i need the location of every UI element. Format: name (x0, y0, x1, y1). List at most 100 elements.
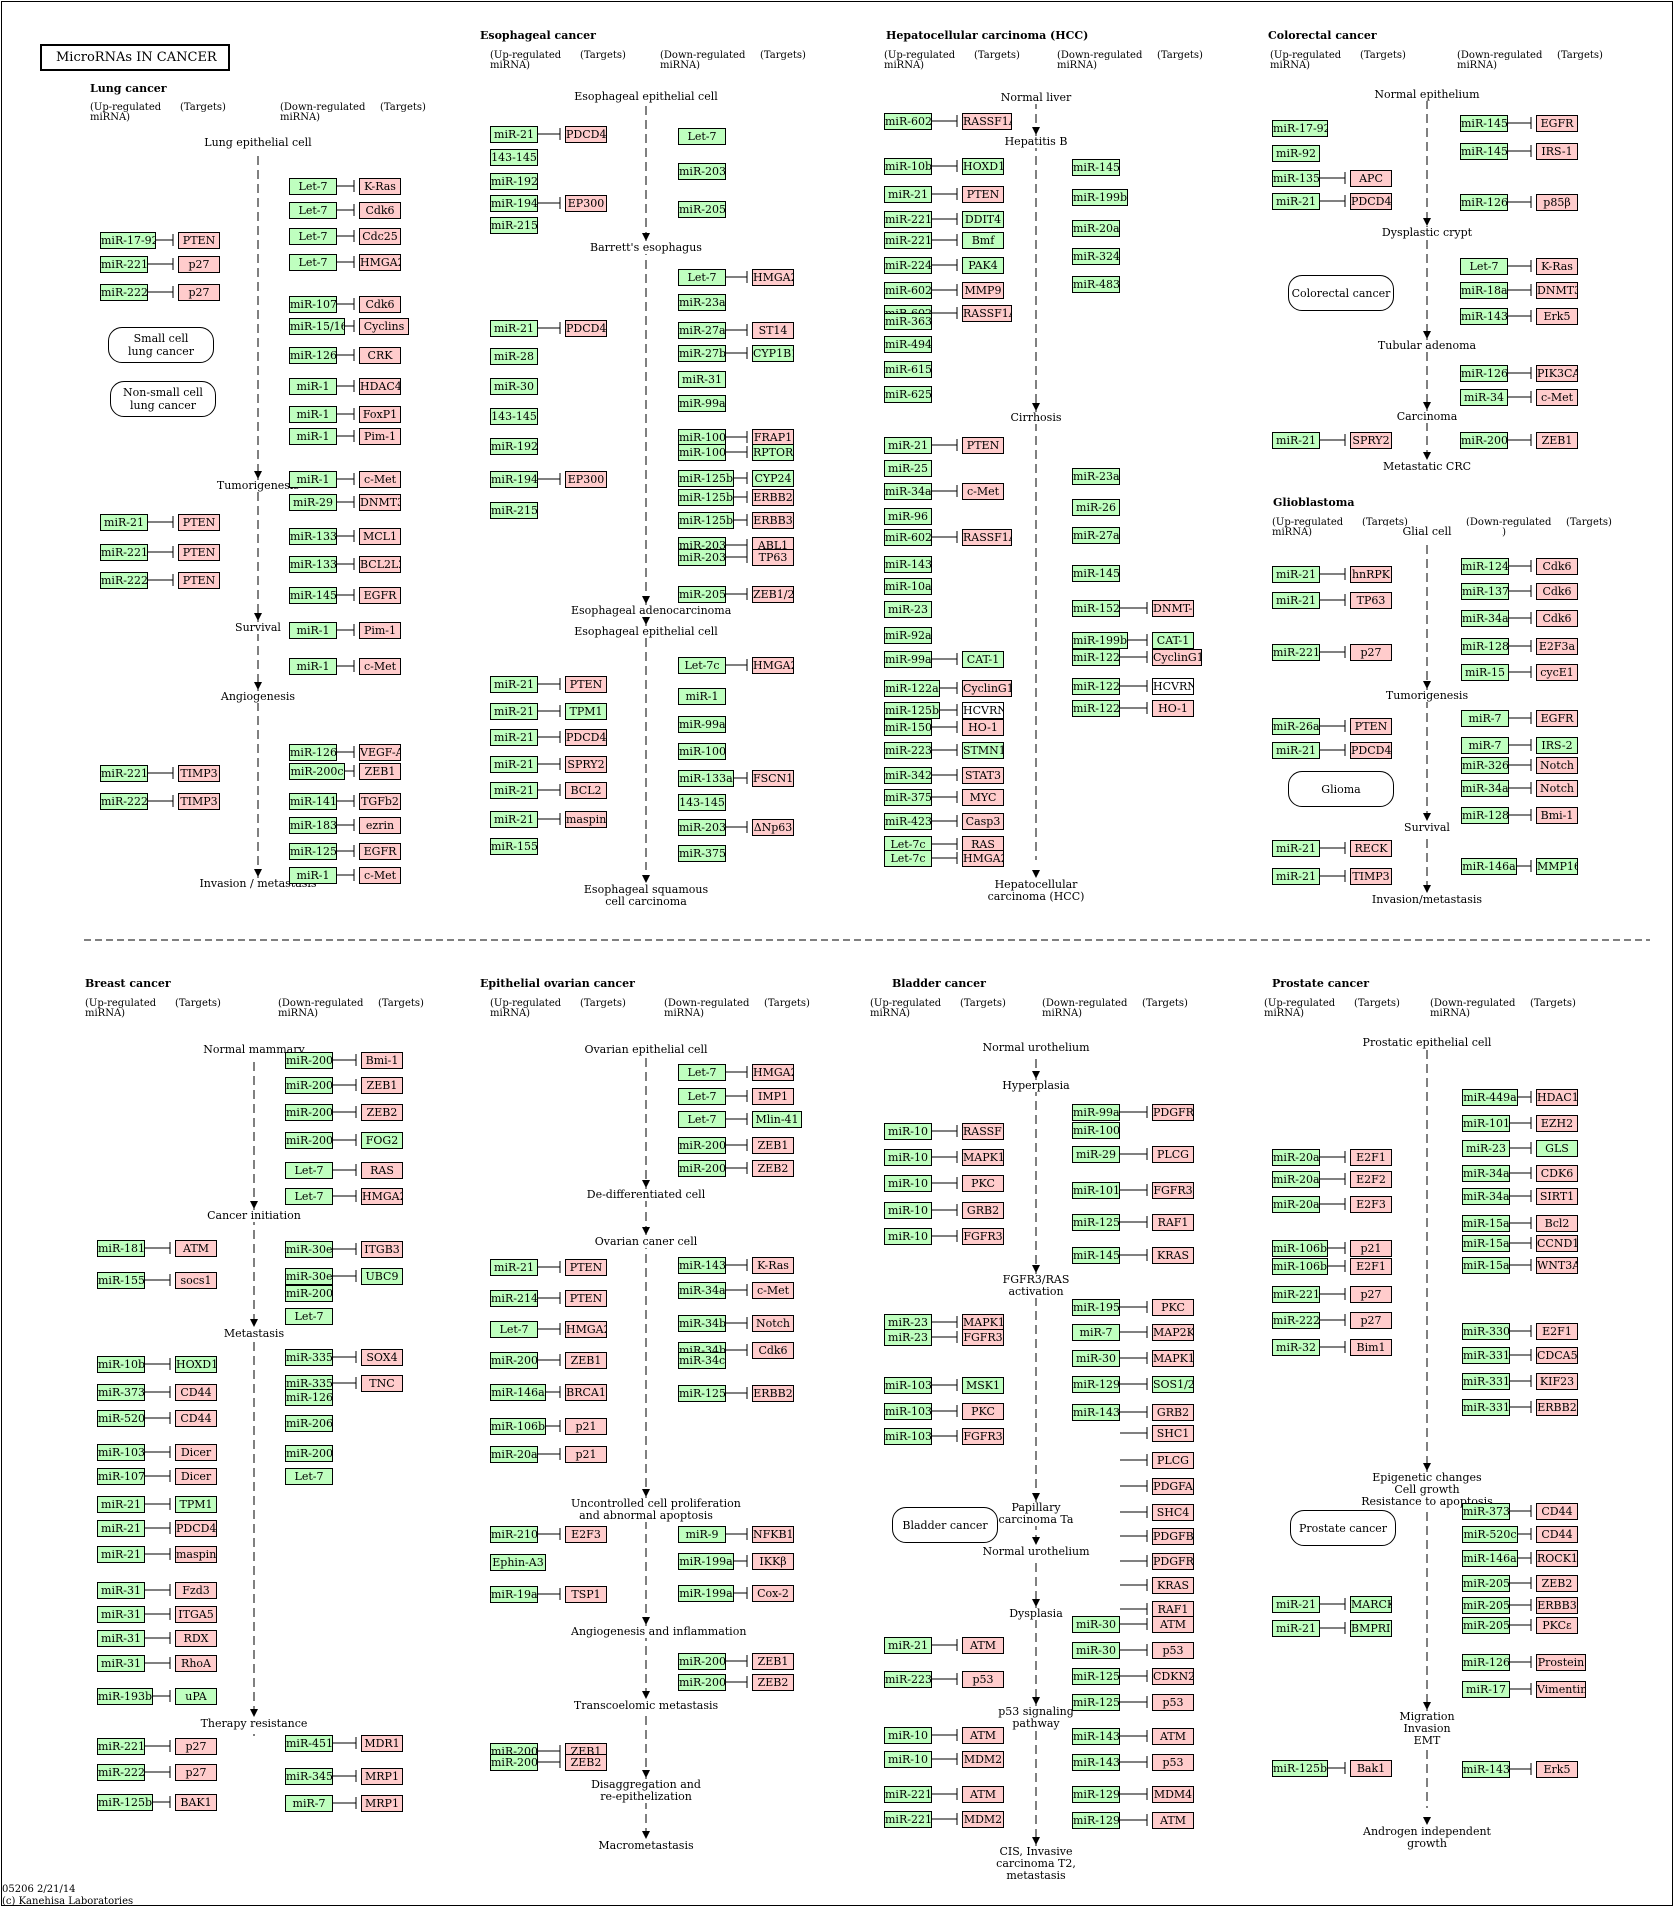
target-node-lung-down-14[interactable]: EGFR (359, 587, 401, 604)
target-node-hcc-up-27[interactable]: MYC (962, 789, 1004, 806)
target-node-bladder-down-12[interactable]: PLCG (1152, 1452, 1194, 1469)
target-node-bladder-up-15[interactable]: MDM2 (962, 1811, 1004, 1828)
mirna-node-hcc-down-9[interactable]: miR-152 (1072, 600, 1120, 617)
mirna-node-hcc-up-8[interactable]: miR-363 (884, 313, 932, 330)
target-node-lung-up-7[interactable]: TIMP3 (178, 793, 220, 810)
mirna-node-esophageal-up-7[interactable]: miR-30 (490, 378, 538, 395)
target-node-bladder-up-4[interactable]: FGFR3 (962, 1228, 1004, 1245)
mirna-node-prostate-down-19[interactable]: miR-17 (1462, 1681, 1510, 1698)
mirna-node-prostate-down-8[interactable]: miR-330 (1462, 1323, 1510, 1340)
target-node-breast-down-6[interactable]: ITGB3 (361, 1241, 403, 1258)
mirna-node-prostate-down-13[interactable]: miR-520c (1462, 1526, 1518, 1543)
target-node-bladder-down-25[interactable]: MDM4 (1152, 1786, 1194, 1803)
target-node-ovarian-down-14[interactable]: ZEB1 (752, 1653, 794, 1670)
target-node-lung-up-3[interactable]: PTEN (178, 514, 220, 531)
target-node-prostate-down-8[interactable]: E2F1 (1536, 1323, 1578, 1340)
target-node-esophageal-down-12[interactable]: ERBB2 (752, 489, 794, 506)
target-node-esophageal-up-15[interactable]: SPRY2 (565, 756, 607, 773)
target-node-ovarian-up-11[interactable]: ZEB2 (565, 1754, 607, 1771)
mirna-node-glioblastoma-down-9[interactable]: miR-128 (1461, 807, 1509, 824)
mirna-node-ovarian-down-14[interactable]: miR-200 (678, 1653, 726, 1670)
mirna-node-glioblastoma-up-6[interactable]: miR-21 (1272, 868, 1320, 885)
target-node-colorectal-up-4[interactable]: SPRY2 (1350, 432, 1392, 449)
target-node-bladder-down-18[interactable]: RAF1 (1152, 1601, 1194, 1618)
mirna-node-hcc-up-13[interactable]: miR-25 (884, 460, 932, 477)
mirna-node-prostate-up-5[interactable]: miR-221 (1272, 1286, 1320, 1303)
target-node-hcc-up-26[interactable]: STAT3 (962, 767, 1004, 784)
mirna-node-hcc-down-1[interactable]: miR-199b (1072, 189, 1128, 206)
target-node-colorectal-up-3[interactable]: PDCD4 (1350, 193, 1392, 210)
mirna-node-breast-down-8[interactable]: miR-200 (285, 1285, 333, 1302)
mirna-node-hcc-up-22[interactable]: miR-122a (884, 680, 940, 697)
mirna-node-esophageal-up-8[interactable]: 143-145 (490, 408, 538, 425)
target-node-prostate-up-9[interactable]: BMPRII (1350, 1620, 1392, 1637)
mirna-node-esophageal-up-12[interactable]: miR-21 (490, 676, 538, 693)
mirna-node-hcc-up-19[interactable]: miR-23 (884, 601, 932, 618)
target-node-glioblastoma-up-6[interactable]: TIMP3 (1350, 868, 1392, 885)
disease-oval-glioblastoma-0[interactable]: Glioma (1288, 771, 1394, 807)
mirna-node-ovarian-down-15[interactable]: miR-200 (678, 1674, 726, 1691)
target-node-lung-down-13[interactable]: BCL2L2 (359, 556, 401, 573)
target-node-colorectal-down-6[interactable]: PIK3CA (1536, 365, 1578, 382)
target-node-glioblastoma-down-4[interactable]: cycE1 (1536, 664, 1578, 681)
mirna-node-lung-down-12[interactable]: miR-133 (289, 528, 337, 545)
mirna-node-breast-down-3[interactable]: miR-200 (285, 1132, 333, 1149)
mirna-node-esophageal-down-11[interactable]: miR-125b (678, 470, 734, 487)
mirna-node-colorectal-up-0[interactable]: miR-17-92 (1272, 120, 1328, 137)
target-node-esophageal-down-10[interactable]: RPTOR (752, 444, 794, 461)
target-node-breast-up-10[interactable]: Fzd3 (175, 1582, 217, 1599)
mirna-node-lung-down-4[interactable]: miR-107 (289, 296, 337, 313)
target-node-ovarian-down-15[interactable]: ZEB2 (752, 1674, 794, 1691)
mirna-node-esophageal-up-13[interactable]: miR-21 (490, 703, 538, 720)
mirna-node-prostate-up-4[interactable]: miR-106b (1272, 1258, 1328, 1275)
mirna-node-hcc-up-1[interactable]: miR-10b (884, 158, 932, 175)
target-node-lung-down-5[interactable]: Cyclins (359, 318, 409, 335)
mirna-node-colorectal-down-5[interactable]: miR-143 (1460, 308, 1508, 325)
mirna-node-breast-up-1[interactable]: miR-155 (97, 1272, 145, 1289)
mirna-node-hcc-up-9[interactable]: miR-494 (884, 336, 932, 353)
target-node-bladder-down-14[interactable]: SHC4 (1152, 1504, 1194, 1521)
target-node-breast-up-12[interactable]: RDX (175, 1630, 217, 1647)
target-node-bladder-up-12[interactable]: ATM (962, 1727, 1004, 1744)
mirna-node-hcc-up-4[interactable]: miR-221 (884, 232, 932, 249)
target-node-breast-up-17[interactable]: BAK1 (175, 1794, 217, 1811)
target-node-bladder-up-9[interactable]: FGFR3 (962, 1428, 1004, 1445)
mirna-node-lung-down-20[interactable]: miR-183 (289, 817, 337, 834)
mirna-node-breast-up-8[interactable]: miR-21 (97, 1520, 145, 1537)
mirna-node-lung-down-22[interactable]: miR-1 (289, 867, 337, 884)
mirna-node-bladder-down-19[interactable]: miR-30 (1072, 1616, 1120, 1633)
target-node-bladder-up-11[interactable]: p53 (962, 1671, 1004, 1688)
mirna-node-bladder-down-5[interactable]: miR-145 (1072, 1247, 1120, 1264)
mirna-node-esophageal-down-4[interactable]: miR-23a (678, 294, 726, 311)
target-node-hcc-down-13[interactable]: HO-1 (1152, 700, 1194, 717)
mirna-node-ovarian-down-9[interactable]: miR-34c (678, 1352, 726, 1369)
target-node-glioblastoma-down-6[interactable]: IRS-2 (1536, 737, 1578, 754)
mirna-node-breast-down-10[interactable]: miR-335 (285, 1349, 333, 1366)
target-node-esophageal-down-17[interactable]: HMGA2 (752, 657, 794, 674)
target-node-esophageal-down-11[interactable]: CYP24 (752, 470, 794, 487)
mirna-node-glioblastoma-down-3[interactable]: miR-128 (1461, 638, 1509, 655)
target-node-colorectal-down-0[interactable]: EGFR (1536, 115, 1578, 132)
target-node-esophageal-down-6[interactable]: CYP1B1 (752, 345, 794, 362)
mirna-node-breast-up-10[interactable]: miR-31 (97, 1582, 145, 1599)
target-node-lung-down-1[interactable]: Cdk6 (359, 202, 401, 219)
target-node-glioblastoma-down-5[interactable]: EGFR (1536, 710, 1578, 727)
mirna-node-bladder-down-7[interactable]: miR-7 (1072, 1324, 1120, 1341)
mirna-node-prostate-up-2[interactable]: miR-20a (1272, 1196, 1320, 1213)
mirna-node-lung-down-3[interactable]: Let-7 (289, 254, 337, 271)
target-node-prostate-up-2[interactable]: E2F3 (1350, 1196, 1392, 1213)
mirna-node-breast-down-16[interactable]: miR-451 (285, 1735, 333, 1752)
mirna-node-esophageal-down-18[interactable]: miR-1 (678, 688, 726, 705)
target-node-ovarian-up-7[interactable]: E2F3 (565, 1526, 607, 1543)
mirna-node-breast-up-11[interactable]: miR-31 (97, 1606, 145, 1623)
target-node-bladder-down-7[interactable]: MAP2K (1152, 1324, 1194, 1341)
target-node-breast-up-7[interactable]: TPM1 (175, 1496, 217, 1513)
disease-oval-lung-1[interactable]: Non-small cell lung cancer (110, 381, 216, 417)
mirna-node-glioblastoma-down-6[interactable]: miR-7 (1461, 737, 1509, 754)
target-node-prostate-down-13[interactable]: CD44 (1536, 1526, 1578, 1543)
mirna-node-ovarian-down-12[interactable]: miR-199a (678, 1553, 734, 1570)
target-node-bladder-down-5[interactable]: KRAS (1152, 1247, 1194, 1264)
target-node-glioblastoma-up-1[interactable]: TP63 (1350, 592, 1392, 609)
target-node-breast-up-15[interactable]: p27 (175, 1738, 217, 1755)
target-node-ovarian-down-6[interactable]: c-Met (752, 1282, 794, 1299)
